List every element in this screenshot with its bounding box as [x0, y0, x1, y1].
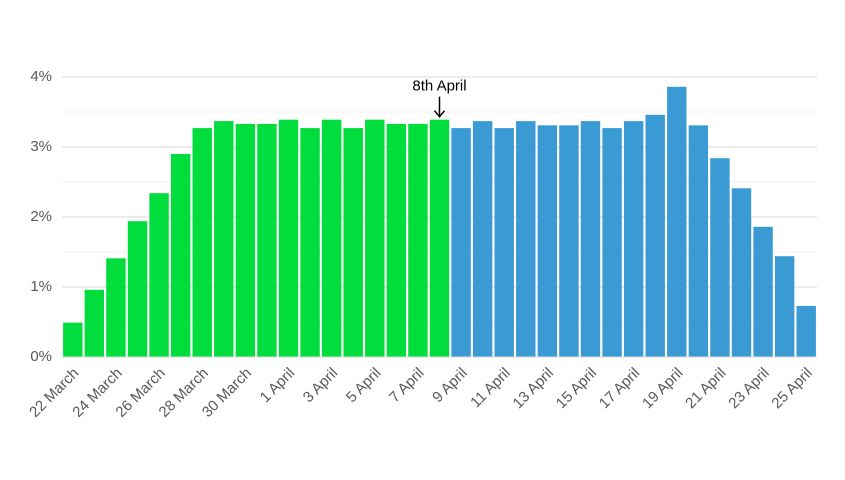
- bar: [731, 188, 752, 357]
- bar: [796, 305, 816, 357]
- bar: [472, 121, 493, 357]
- bar: [537, 125, 558, 357]
- bar: [602, 128, 622, 357]
- x-tick-label: 25 April: [768, 365, 815, 412]
- bar: [300, 128, 320, 357]
- x-tick-label: 5 April: [343, 365, 385, 407]
- bar: [63, 322, 83, 357]
- bar: [106, 258, 126, 357]
- x-tick-label: 17 April: [596, 365, 643, 412]
- x-tick-label: 9 April: [429, 365, 471, 407]
- x-tick-label: 21 April: [682, 365, 729, 412]
- bar: [408, 123, 428, 358]
- bar: [214, 121, 234, 357]
- x-tick-label: 7 April: [386, 365, 428, 407]
- y-tick-label: 4%: [30, 68, 52, 85]
- x-tick-label: 15 April: [553, 365, 600, 412]
- x-tick-label: 1 April: [257, 365, 299, 407]
- y-tick-label: 3%: [30, 138, 52, 155]
- x-tick-label: 11 April: [467, 365, 514, 412]
- bar: [84, 289, 105, 357]
- bar: [667, 86, 687, 358]
- x-tick-label: 3 April: [300, 365, 342, 407]
- bar: [149, 193, 169, 357]
- bar: [429, 119, 450, 357]
- bar: [516, 121, 536, 357]
- bar: [688, 125, 709, 357]
- bar: [257, 123, 277, 358]
- y-tick-label: 1%: [30, 278, 52, 295]
- bar: [645, 114, 665, 357]
- x-tick-label: 23 April: [725, 365, 772, 412]
- bar: [278, 119, 299, 357]
- bar: [710, 158, 730, 357]
- bar: [235, 123, 256, 358]
- x-tick-label: 13 April: [510, 365, 557, 412]
- bar: [365, 119, 385, 357]
- bar: [192, 128, 212, 357]
- annotation-arrowhead: [433, 110, 446, 118]
- bar: [343, 128, 363, 357]
- bar: [127, 221, 148, 357]
- bar: [580, 121, 601, 357]
- bar: [494, 128, 514, 357]
- bar: [451, 128, 471, 357]
- y-tick-label: 0%: [30, 348, 52, 365]
- bar: [623, 121, 644, 357]
- x-tick-label: 19 April: [639, 365, 686, 412]
- y-tick-label: 2%: [30, 208, 52, 225]
- bar: [386, 123, 407, 358]
- bar: [170, 154, 191, 357]
- bar: [559, 125, 579, 357]
- bar: [774, 256, 795, 357]
- annotation: 8th April: [412, 78, 466, 95]
- bar: [753, 226, 773, 357]
- bar: [321, 119, 342, 357]
